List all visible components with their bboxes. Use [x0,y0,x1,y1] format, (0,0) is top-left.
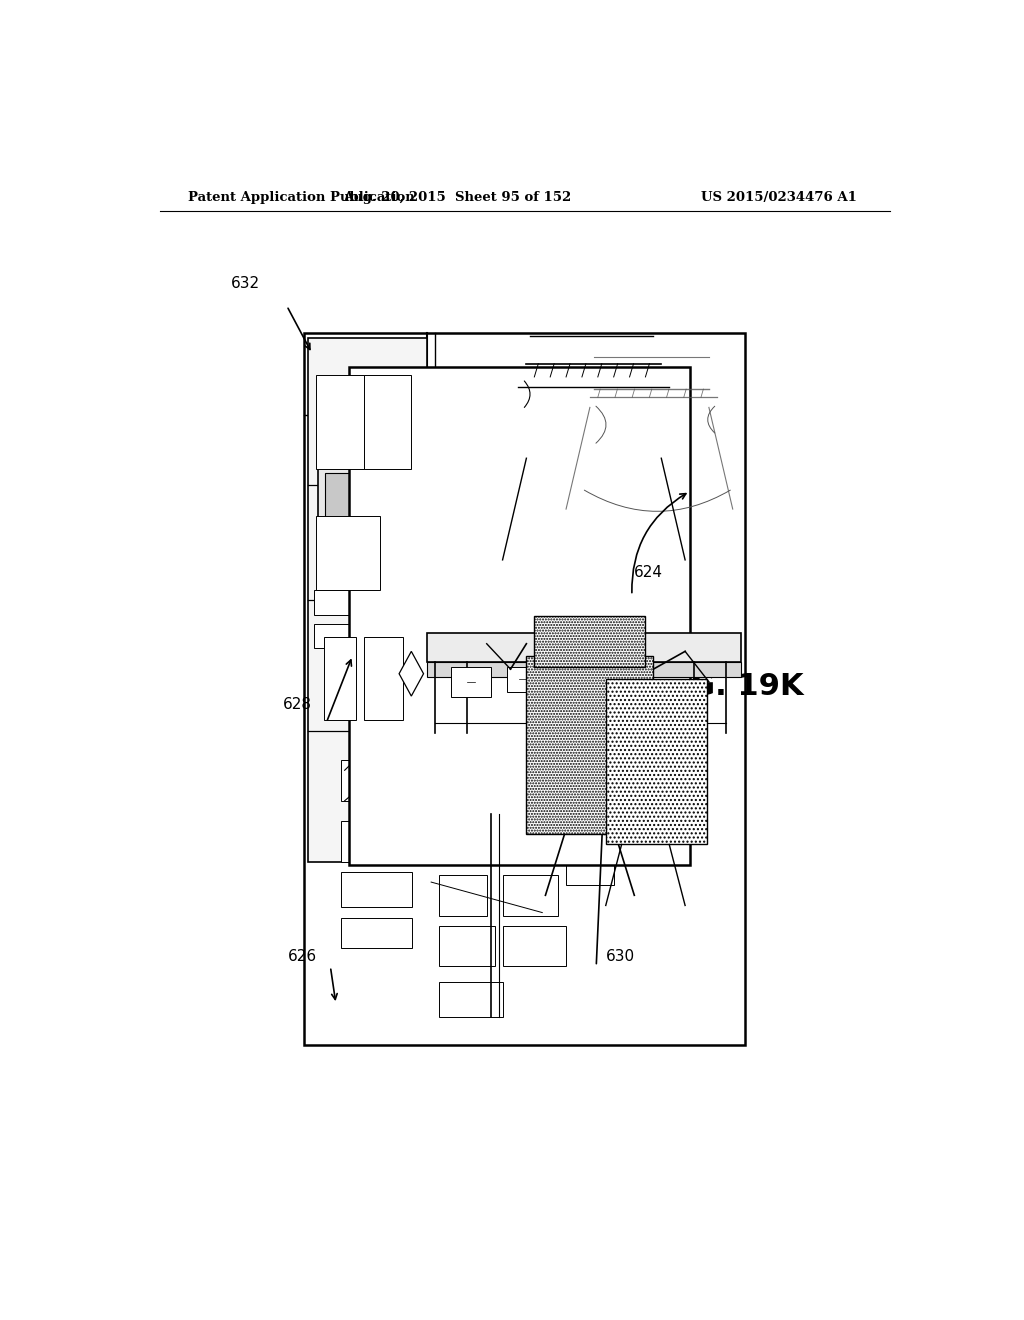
Bar [427,634,741,661]
Bar [341,873,412,907]
Bar [606,680,708,845]
Bar [526,656,653,834]
Bar [439,875,486,916]
Bar [341,821,412,862]
Text: 630: 630 [606,949,635,964]
Bar [427,661,741,677]
Text: Patent Application Publication: Patent Application Publication [187,190,415,203]
Polygon shape [399,651,424,696]
Bar [535,615,645,667]
Text: Aug. 20, 2015  Sheet 95 of 152: Aug. 20, 2015 Sheet 95 of 152 [343,190,571,203]
Bar [566,850,613,886]
Bar [316,375,364,469]
Bar [304,333,745,1044]
Bar [503,925,566,966]
Bar [364,636,403,721]
Text: 624: 624 [634,565,664,581]
Bar [341,917,412,948]
Bar [431,824,486,865]
Text: 626: 626 [288,949,316,964]
Bar [507,667,539,692]
Text: US 2015/0234476 A1: US 2015/0234476 A1 [700,190,857,203]
Text: 628: 628 [283,697,312,713]
Bar [439,925,495,966]
Bar [313,624,393,648]
Text: FIG. 19K: FIG. 19K [658,672,804,701]
Bar [318,466,406,582]
Bar [495,824,566,865]
Bar [554,667,586,692]
Bar [324,636,355,721]
Bar [348,367,690,865]
Bar [451,667,490,697]
Bar [439,982,503,1018]
Bar [308,338,427,862]
Bar [503,875,558,916]
Bar [325,474,399,574]
Bar [364,375,412,469]
Bar [313,590,393,615]
Text: 632: 632 [230,276,260,290]
Bar [316,516,380,590]
Bar [341,760,412,801]
